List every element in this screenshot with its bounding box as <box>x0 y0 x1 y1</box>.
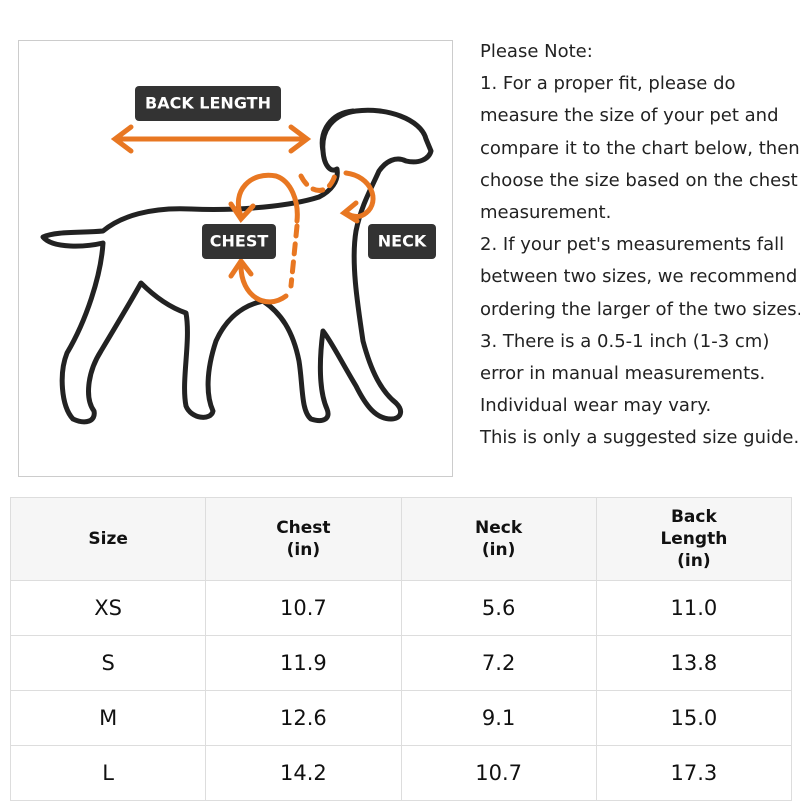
table-cell: XS <box>9 580 207 636</box>
table-cell: 14.2 <box>205 745 402 801</box>
table-row: S 11.9 7.2 13.8 <box>9 635 793 691</box>
table-cell: 5.6 <box>400 580 597 636</box>
header-cell: Neck (in) <box>400 497 597 581</box>
note-line: Individual wear may vary. <box>480 395 712 417</box>
note-line: This is only a suggested size guide. <box>480 427 800 449</box>
table-cell: 7.2 <box>400 635 597 691</box>
header-cell: Chest (in) <box>205 497 402 581</box>
note-line: measure the size of your pet and <box>480 105 779 127</box>
note-line: between two sizes, we recommend <box>480 266 798 288</box>
note-line: measurement. <box>480 202 612 224</box>
table-cell: 13.8 <box>595 635 793 691</box>
table-cell: 15.0 <box>595 690 793 746</box>
header-cell: Size <box>9 497 207 581</box>
note-line: 3. There is a 0.5-1 inch (1-3 cm) <box>480 330 770 352</box>
note-line: ordering the larger of the two sizes. <box>480 298 800 320</box>
table-cell: 10.7 <box>205 580 402 636</box>
size-table: Size Chest (in) Neck (in) Back Length (in) X… <box>9 497 793 801</box>
table-cell: 11.9 <box>205 635 402 691</box>
table-row: M 12.6 9.1 15.0 <box>9 690 793 746</box>
table-cell: S <box>9 635 207 691</box>
notes: Please Note: 1. For a proper fit, please … <box>480 36 800 455</box>
label: BACK LENGTH <box>145 94 271 113</box>
note-line: choose the size based on the chest <box>480 169 798 191</box>
table-cell: 9.1 <box>400 690 597 746</box>
dog-diagram: BACK LENGTH CHEST NECK <box>18 40 453 477</box>
table-row: XS 10.7 5.6 11.0 <box>9 580 793 636</box>
label: CHEST <box>210 232 269 251</box>
note-line: 2. If your pet's measurements fall <box>480 234 785 256</box>
note-line: compare it to the chart below, then <box>480 137 800 159</box>
label: NECK <box>378 232 427 251</box>
table-cell: 11.0 <box>595 580 793 636</box>
note-line: 1. For a proper fit, please do <box>480 73 736 95</box>
note-line: error in manual measurements. <box>480 363 766 385</box>
table-cell: 10.7 <box>400 745 597 801</box>
header-cell: Back Length (in) <box>595 497 793 581</box>
note-line: Please Note: <box>480 41 593 62</box>
table-cell: M <box>9 690 207 746</box>
table-row: L 14.2 10.7 17.3 <box>9 745 793 801</box>
header-row: Size Chest (in) Neck (in) Back Length (in) <box>9 497 793 581</box>
table-cell: 12.6 <box>205 690 402 746</box>
table-cell: L <box>9 745 207 801</box>
table-cell: 17.3 <box>595 745 793 801</box>
